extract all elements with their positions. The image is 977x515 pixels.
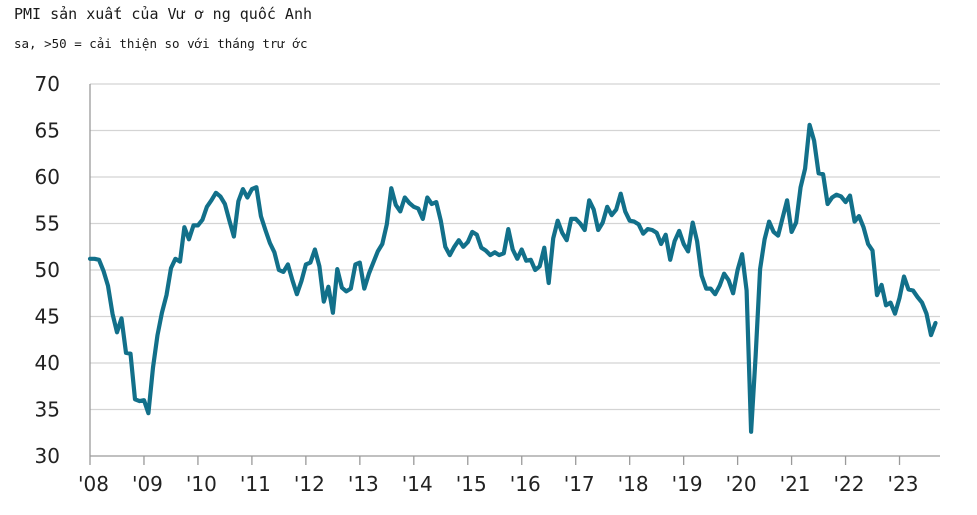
- y-tick-label-40: 40: [35, 351, 60, 375]
- x-tick-label-5: '13: [348, 472, 379, 496]
- gridlines: [90, 83, 940, 411]
- x-tick-label-8: '16: [510, 472, 541, 496]
- x-tick-label-4: '12: [294, 472, 325, 496]
- x-tick-label-12: '20: [726, 472, 757, 496]
- chart-subtitle: sa, >50 = cải thiện so với tháng trư ớc: [14, 36, 308, 51]
- y-tick-label-55: 55: [35, 212, 60, 236]
- x-tick-label-1: '09: [132, 472, 163, 496]
- y-tick-label-45: 45: [35, 305, 60, 329]
- y-tick-label-65: 65: [35, 119, 60, 143]
- x-tick-label-14: '22: [834, 472, 865, 496]
- y-tick-label-35: 35: [35, 398, 60, 422]
- series-line-0: [87, 122, 938, 434]
- x-tick-label-13: '21: [780, 472, 811, 496]
- series-group: [87, 122, 938, 434]
- x-tick-label-15: '23: [888, 472, 919, 496]
- y-axis-tick-labels: 30 35 40 45 50 55 60 65 70: [35, 72, 60, 468]
- x-tick-label-2: '10: [186, 472, 217, 496]
- y-tick-label-70: 70: [35, 72, 60, 96]
- x-tick-label-6: '14: [402, 472, 433, 496]
- y-tick-label-50: 50: [35, 258, 60, 282]
- x-tick-label-10: '18: [618, 472, 649, 496]
- x-axis-tick-labels: '08 '09 '10 '11 '12 '13 '14 '15 '16 '17 '18 '19 '20 '…: [78, 472, 918, 496]
- axes: [89, 84, 940, 465]
- x-tick-label-7: '15: [456, 472, 487, 496]
- chart-title: PMI sản xuất của Vư ơ ng quốc Anh: [14, 5, 313, 23]
- y-tick-label-30: 30: [35, 444, 60, 468]
- x-tick-label-11: '19: [672, 472, 703, 496]
- x-tick-label-3: '11: [240, 472, 271, 496]
- x-tick-label-0: '08: [78, 472, 109, 496]
- y-tick-label-60: 60: [35, 165, 60, 189]
- x-tick-label-9: '17: [564, 472, 595, 496]
